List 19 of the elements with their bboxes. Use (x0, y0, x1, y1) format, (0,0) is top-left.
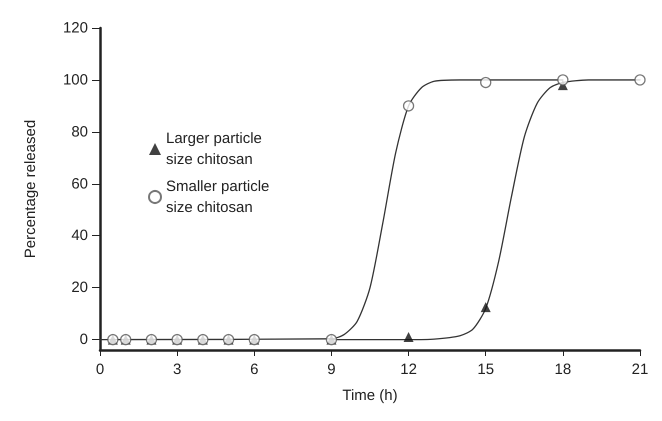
x-tick-label: 21 (632, 361, 648, 378)
x-tick-label: 3 (172, 361, 182, 378)
y-tick-label: 60 (71, 175, 88, 192)
x-tick-label: 0 (96, 361, 104, 378)
x-tick-label: 15 (477, 361, 494, 378)
x-tick-label: 18 (554, 361, 572, 378)
x-tick-label: 9 (327, 361, 336, 378)
x-axis-title: Time (h) (342, 387, 398, 404)
y-tick-label: 0 (80, 331, 88, 348)
y-tick-label: 80 (71, 123, 88, 140)
x-tick-label: 12 (400, 361, 417, 378)
y-axis-title: Percentage released (22, 120, 39, 258)
legend-label: Smaller particle size chitosan (166, 178, 274, 216)
y-tick-label: 120 (62, 20, 88, 36)
y-tick-label: 40 (71, 227, 88, 244)
x-tick-label: 6 (250, 361, 258, 378)
legend-label: Larger particle size chitosan (166, 130, 266, 168)
y-tick-label: 20 (71, 279, 88, 296)
y-tick-label: 100 (62, 71, 88, 88)
